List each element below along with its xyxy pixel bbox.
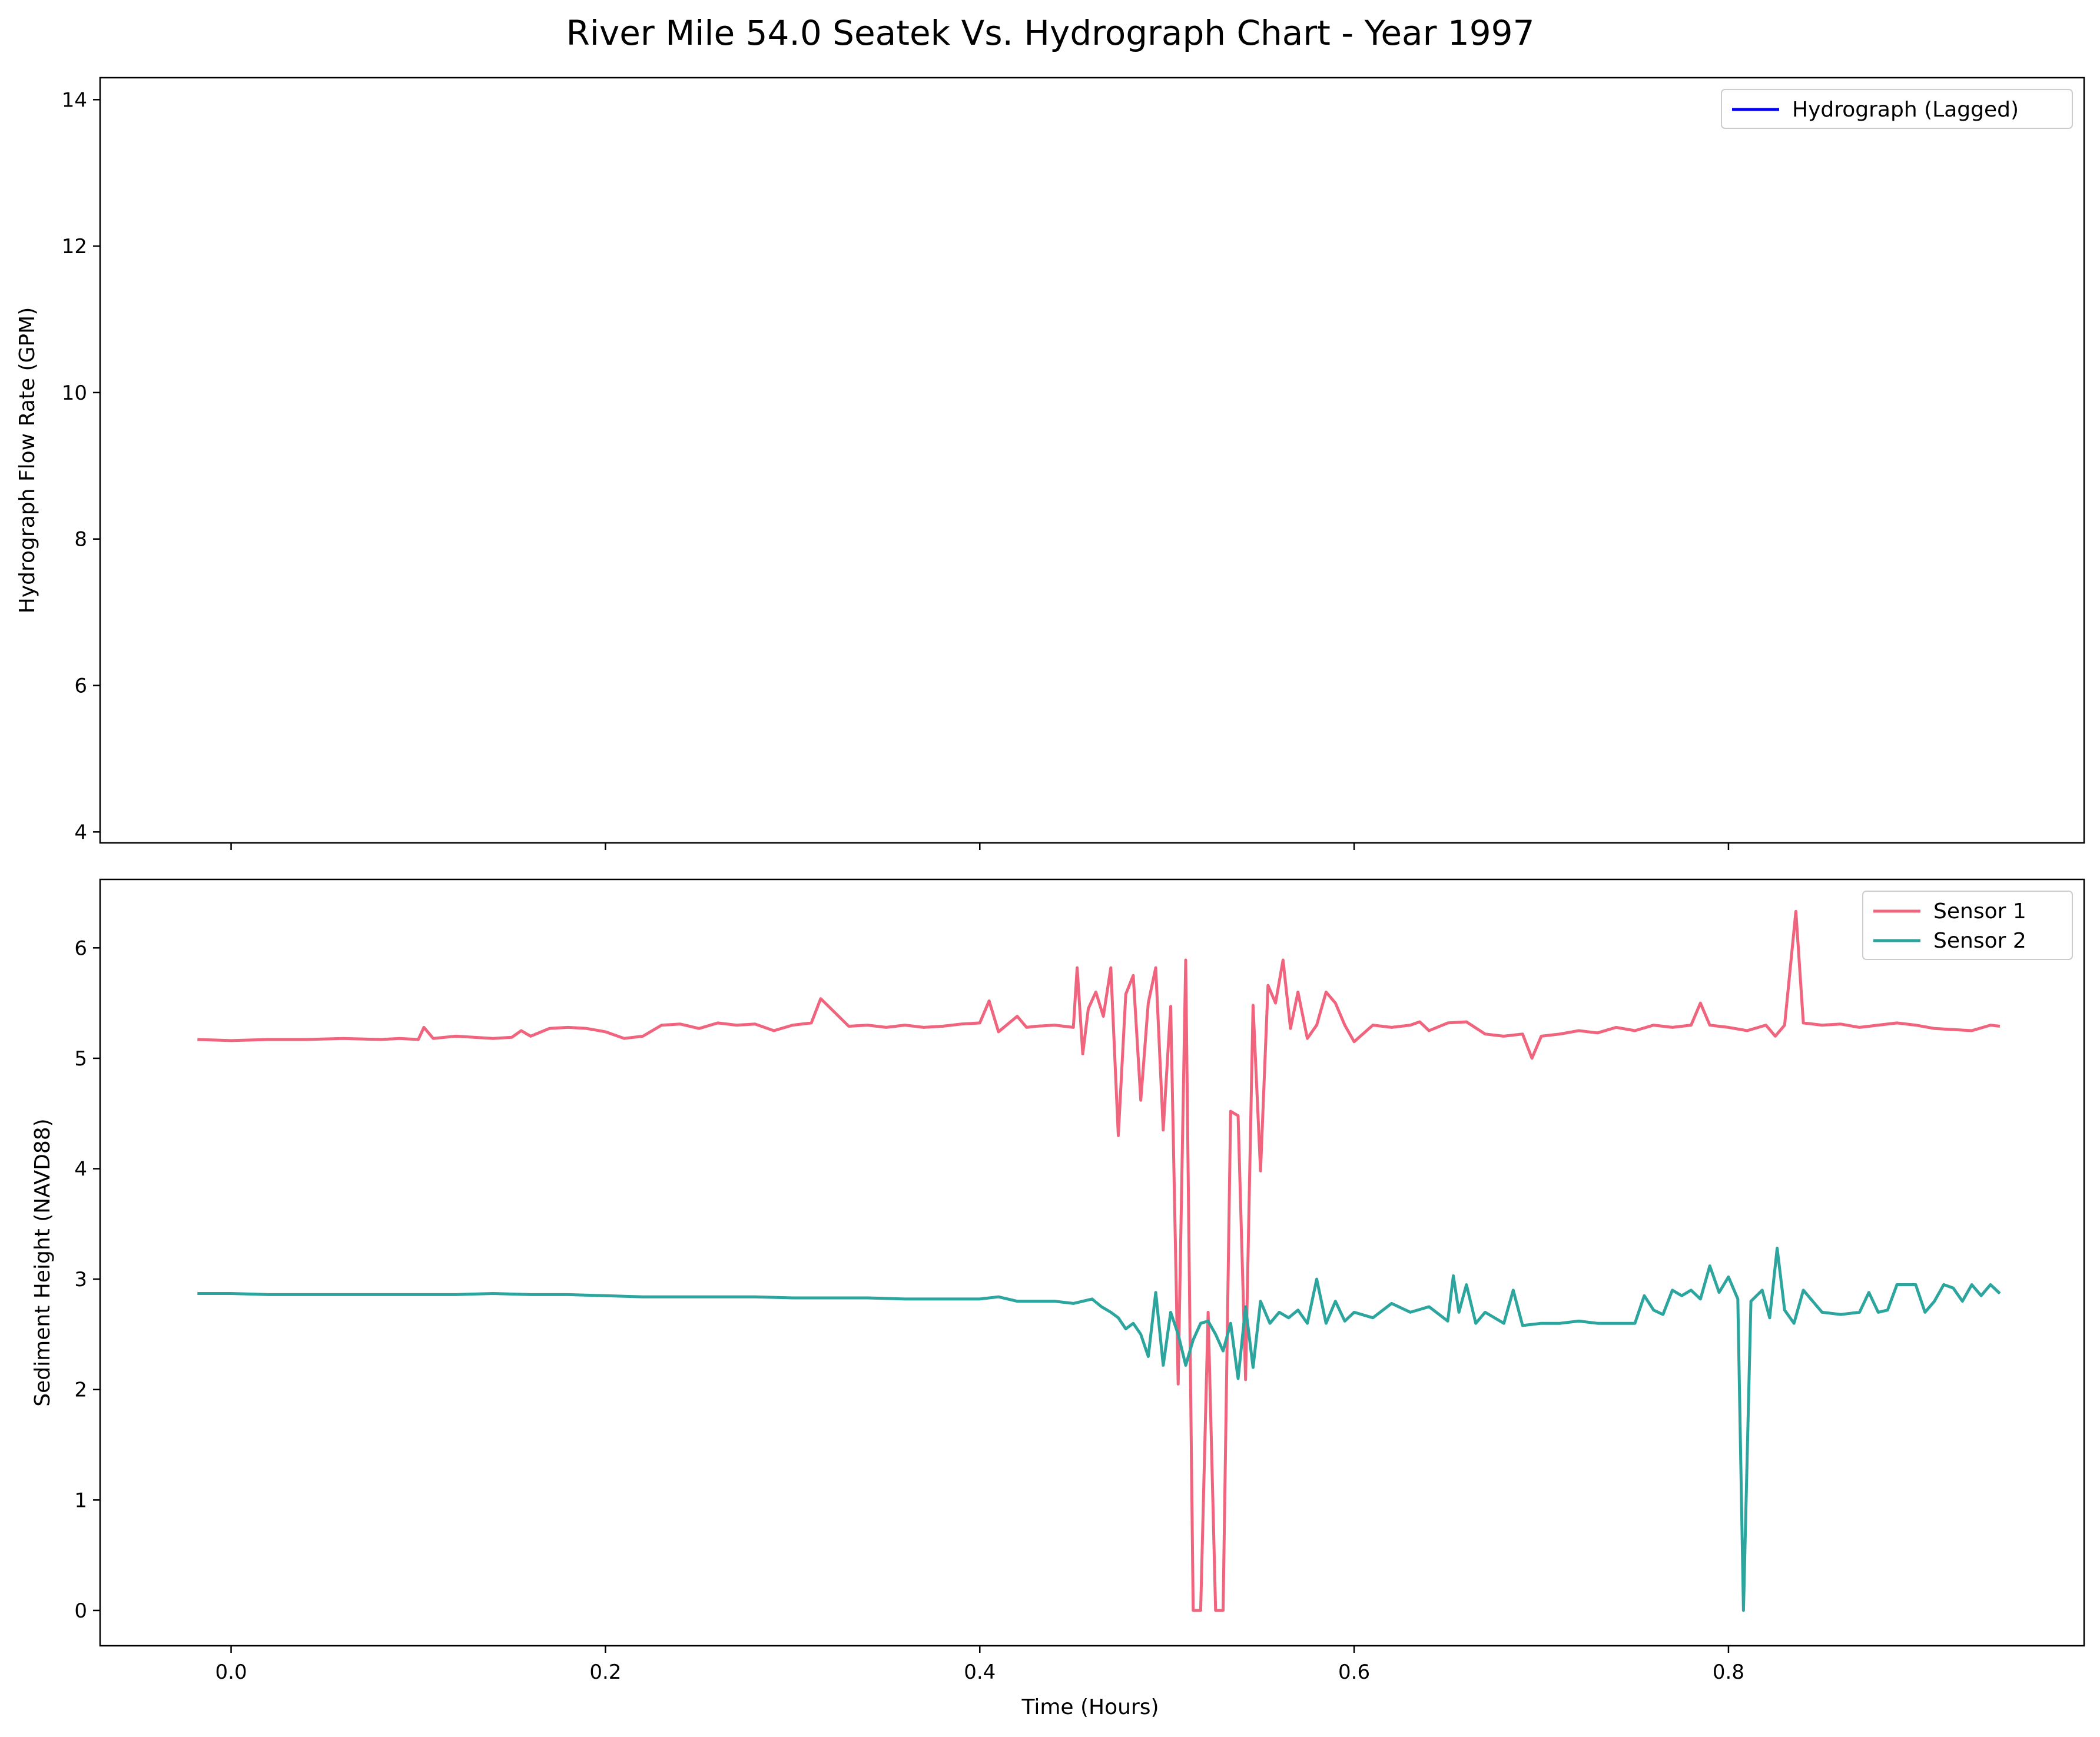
chart-title: River Mile 54.0 Seatek Vs. Hydrograph Ch…: [566, 13, 1535, 53]
y-tick-label: 10: [62, 381, 87, 405]
y-axis-label: Hydrograph Flow Rate (GPM): [15, 307, 39, 613]
x-tick-label: 0.6: [1338, 1660, 1370, 1684]
axes-frame: [99, 77, 2085, 844]
y-tick-label: 12: [62, 235, 87, 258]
y-tick-label: 6: [74, 675, 87, 698]
series-line-2: [197, 1247, 2001, 1612]
legend-entry-1: Sensor 1: [1933, 899, 2026, 924]
y-tick-label: 2: [74, 1379, 87, 1402]
y-tick-label: 0: [74, 1599, 87, 1623]
legend-frame: [1862, 891, 2073, 960]
legend-entry-1: Hydrograph (Lagged): [1792, 98, 2019, 122]
sediment-panel: 0 1 2 3 4 5 6 0.0 0.2 0.4 0.6 0.8 Sediment Height (N…: [31, 878, 2085, 1684]
y-tick-label: 3: [74, 1268, 87, 1291]
y-tick-label: 14: [62, 88, 87, 112]
y-tick-label: 6: [74, 936, 87, 960]
y-tick-label: 4: [74, 821, 87, 844]
x-tick-label: 0.2: [589, 1660, 621, 1684]
legend-entry-2: Sensor 2: [1933, 929, 2026, 953]
y-tick-label: 8: [74, 528, 87, 552]
x-tick-label: 0.4: [964, 1660, 996, 1684]
y-tick-label: 5: [74, 1047, 87, 1071]
y-axis-label: Sediment Height (NAVD88): [31, 1118, 55, 1406]
y-tick-label: 1: [74, 1489, 87, 1512]
x-tick-label: 0.0: [215, 1660, 247, 1684]
axes-frame: [99, 878, 2085, 1647]
legend: Hydrograph (Lagged): [1721, 89, 2073, 129]
x-axis-label: Time (Hours): [1021, 1695, 1159, 1719]
y-tick-label: 4: [74, 1158, 87, 1181]
legend: Sensor 1 Sensor 2: [1862, 891, 2073, 960]
hydrograph-panel: 4 6 8 10 12 14 Hydrograph Flow Rate (GPM) Hydro…: [15, 77, 2085, 850]
x-tick-label: 0.8: [1713, 1660, 1744, 1684]
series-line-1: [197, 909, 2001, 1612]
legend-frame: [1721, 89, 2073, 129]
